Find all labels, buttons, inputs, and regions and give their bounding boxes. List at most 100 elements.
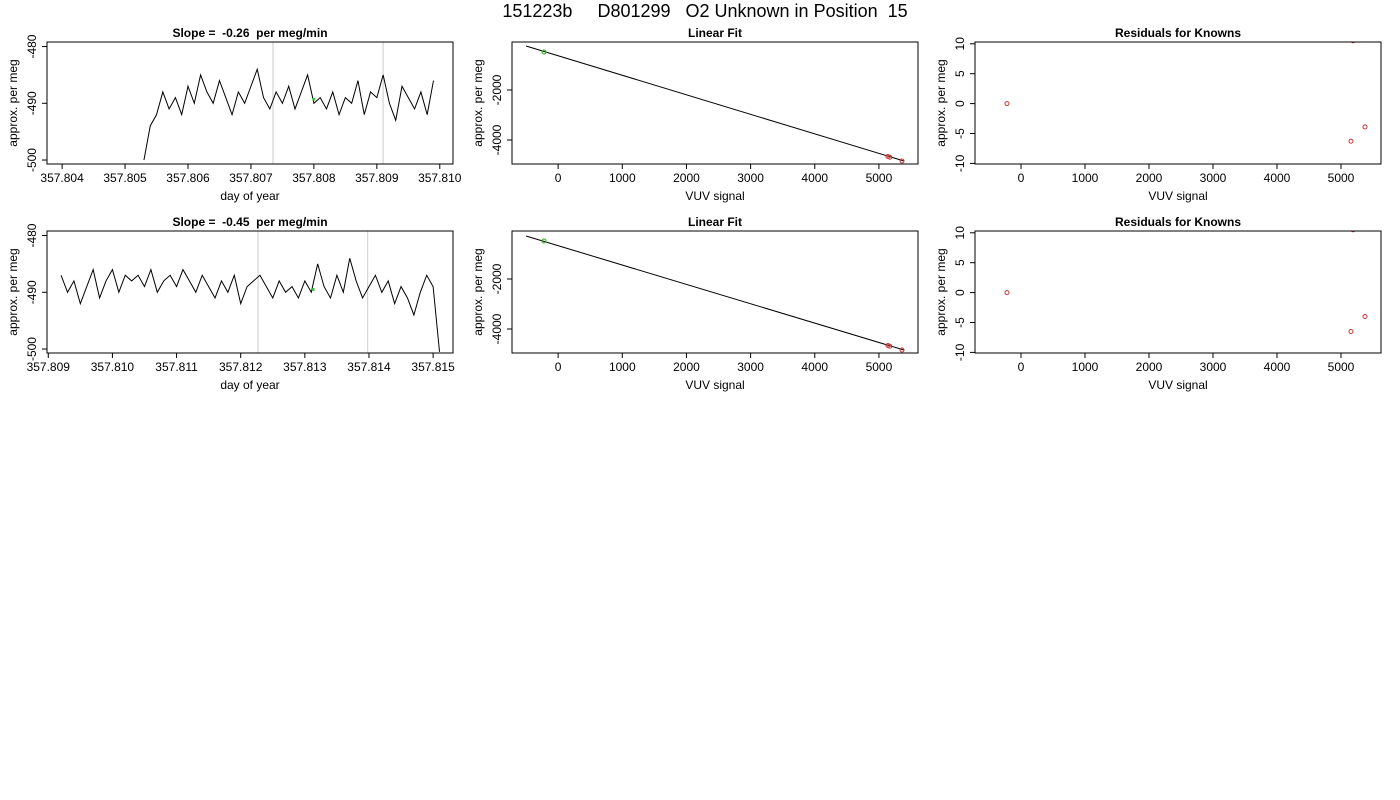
point (887, 154, 893, 160)
panel: Slope = -0.45 per meg/min day of year appr… (6, 215, 455, 392)
x-tick-label: 357.809 (355, 171, 399, 185)
x-tick-label: 3000 (737, 360, 764, 374)
y-tick-label: -500 (25, 337, 39, 361)
x-tick-label: 2000 (1136, 360, 1163, 374)
y-tick-label: 5 (953, 259, 967, 266)
point (1004, 101, 1010, 107)
x-tick-label: 357.811 (155, 360, 198, 374)
x-tick-label: 357.806 (166, 171, 210, 185)
y-tick-label: 10 (953, 226, 967, 240)
x-tick-label: 3000 (1200, 171, 1227, 185)
y-tick-label: -480 (25, 34, 39, 58)
x-tick-label: 2000 (673, 171, 700, 185)
x-tick-label: 357.815 (411, 360, 455, 374)
point (1004, 290, 1010, 296)
x-tick-label: 4000 (801, 171, 828, 185)
plot-frame (511, 41, 919, 165)
x-tick-label: 1000 (1072, 171, 1099, 185)
x-tick-label: 357.813 (283, 360, 327, 374)
x-axis-label: day of year (220, 189, 279, 203)
x-axis-label: VUV signal (685, 189, 744, 203)
panel: Residuals for Knowns VUV signal approx. pe… (934, 26, 1382, 203)
plot-area (143, 42, 434, 164)
panel-title: Slope = -0.45 per meg/min (172, 215, 327, 229)
point (541, 238, 547, 244)
x-tick-label: 357.809 (27, 360, 71, 374)
x-axis-label: day of year (220, 378, 279, 392)
x-tick-label: 4000 (1264, 360, 1291, 374)
plot-frame (46, 230, 454, 354)
x-axis-label: VUV signal (685, 378, 744, 392)
x-tick-label: 357.808 (292, 171, 336, 185)
point (1362, 124, 1368, 130)
plot-frame (46, 41, 454, 165)
data-line (60, 258, 441, 352)
x-tick-label: 3000 (737, 171, 764, 185)
y-tick-label: -5 (953, 128, 967, 139)
y-tick-label: -480 (25, 223, 39, 247)
x-tick-label: 2000 (673, 360, 700, 374)
data-line (143, 67, 434, 161)
x-tick-label: 0 (555, 360, 562, 374)
x-tick-label: 0 (555, 171, 562, 185)
panel-title: Slope = -0.26 per meg/min (172, 26, 327, 40)
x-tick-label: 5000 (866, 171, 893, 185)
y-tick-label: -500 (25, 148, 39, 172)
y-axis-label: approx. per meg (6, 248, 20, 335)
highlight-point (311, 287, 315, 291)
y-tick-label: 0 (953, 100, 967, 107)
plot-area (1004, 42, 1368, 144)
point (1362, 314, 1368, 320)
y-tick-label: -490 (25, 91, 39, 115)
panel-title: Linear Fit (688, 26, 742, 40)
plot-area (1004, 231, 1368, 334)
x-tick-label: 2000 (1136, 171, 1163, 185)
x-tick-label: 5000 (1328, 360, 1355, 374)
x-tick-label: 1000 (1072, 360, 1099, 374)
y-tick-label: -5 (953, 317, 967, 328)
plot-area (525, 235, 905, 353)
fit-line (525, 235, 905, 351)
x-tick-label: 1000 (609, 360, 636, 374)
x-tick-label: 4000 (801, 360, 828, 374)
x-tick-label: 357.804 (40, 171, 84, 185)
y-axis-label: approx. per meg (471, 59, 485, 146)
x-tick-label: 357.814 (347, 360, 391, 374)
x-tick-label: 4000 (1264, 171, 1291, 185)
x-tick-label: 357.805 (103, 171, 147, 185)
x-tick-label: 3000 (1200, 360, 1227, 374)
x-tick-label: 0 (1018, 171, 1025, 185)
x-tick-label: 5000 (1328, 171, 1355, 185)
point (899, 347, 905, 353)
y-tick-label: -10 (953, 154, 967, 172)
panel: Linear Fit VUV signal approx. per meg 0 1000… (471, 26, 919, 203)
x-tick-label: 5000 (866, 360, 893, 374)
y-tick-label: -10 (953, 343, 967, 361)
plot-area (60, 231, 441, 353)
panel: Residuals for Knowns VUV signal approx. pe… (934, 215, 1382, 392)
point (1348, 138, 1354, 144)
panel: Slope = -0.26 per meg/min day of year appr… (6, 26, 462, 203)
y-axis-label: approx. per meg (471, 248, 485, 335)
y-tick-label: 0 (953, 289, 967, 296)
x-axis-label: VUV signal (1148, 189, 1207, 203)
y-tick-label: -4000 (490, 124, 504, 155)
x-tick-label: 357.807 (229, 171, 273, 185)
panel-title: Linear Fit (688, 215, 742, 229)
y-tick-label: -2000 (490, 263, 504, 294)
highlight-point (312, 97, 316, 101)
plot-frame (974, 41, 1382, 165)
point (899, 158, 905, 164)
x-axis-label: VUV signal (1148, 378, 1207, 392)
x-tick-label: 357.812 (219, 360, 263, 374)
point (1350, 231, 1356, 233)
y-tick-label: 5 (953, 70, 967, 77)
y-axis-label: approx. per meg (934, 248, 948, 335)
plot-area (525, 45, 905, 164)
panel: Linear Fit VUV signal approx. per meg 0 1000… (471, 215, 919, 392)
figure-title: 151223b D801299 O2 Unknown in Position 1… (502, 1, 907, 21)
plot-frame (511, 230, 919, 354)
x-tick-label: 1000 (609, 171, 636, 185)
y-axis-label: approx. per meg (6, 59, 20, 146)
